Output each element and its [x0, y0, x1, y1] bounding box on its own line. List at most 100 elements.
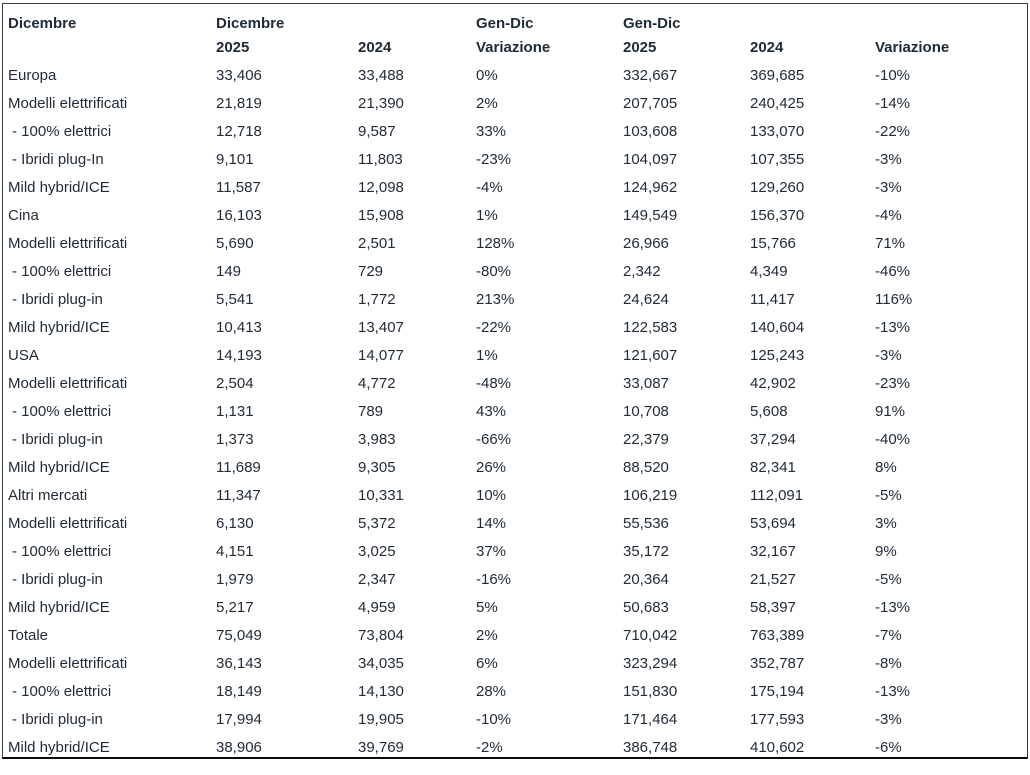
table-row: - Ibridi plug-in 17,994 19,905 -10% 171,464 1…	[3, 705, 1027, 733]
value-cell: 3,983	[358, 430, 396, 448]
table-row: - Ibridi plug-in 1,979 2,347 -16% 20,364 21,5…	[3, 565, 1027, 593]
table-row: USA 14,193 14,077 1% 121,607 125,243 -3%	[3, 341, 1027, 369]
table-row: Mild hybrid/ICE 11,689 9,305 26% 88,520 82,34…	[3, 453, 1027, 481]
value-cell: -48%	[476, 374, 512, 392]
value-cell: 386,748	[623, 738, 678, 756]
value-cell: 9,101	[216, 150, 254, 168]
row-label-cell: - 100% elettrici	[12, 402, 112, 420]
value-cell: -22%	[875, 122, 911, 140]
table-row: Europa 33,406 33,488 0% 332,667 369,685 -10%	[3, 61, 1027, 89]
value-cell: 116%	[875, 290, 913, 308]
row-label-cell: - 100% elettrici	[12, 542, 112, 560]
value-cell: 112,091	[750, 486, 804, 504]
value-cell: 1,373	[216, 430, 254, 448]
value-cell: 11,689	[216, 458, 261, 476]
table-row: Cina 16,103 15,908 1% 149,549 156,370 -4%	[3, 201, 1027, 229]
value-cell: 9,587	[358, 122, 396, 140]
value-cell: 58,397	[750, 598, 796, 616]
value-cell: 12,718	[216, 122, 262, 140]
value-cell: 0%	[476, 66, 498, 84]
value-cell: 18,149	[216, 682, 262, 700]
value-cell: -10%	[476, 710, 512, 728]
value-cell: 240,425	[750, 94, 805, 112]
value-cell: 5,541	[216, 290, 254, 308]
table-row: Modelli elettrificati 21,819 21,390 2% 207,7…	[3, 89, 1027, 117]
value-cell: 124,962	[623, 178, 678, 196]
header-row-year: 2025 2024 Variazione 2025 2024 Variazione	[3, 34, 1027, 61]
value-cell: 36,143	[216, 654, 262, 672]
value-cell: 3,025	[358, 542, 396, 560]
value-cell: 729	[358, 262, 384, 280]
value-cell: -3%	[875, 150, 902, 168]
table-body: Europa 33,406 33,488 0% 332,667 369,685 -10% Mo…	[3, 61, 1027, 757]
value-cell: 1%	[476, 206, 498, 224]
value-cell: 55,536	[623, 514, 669, 532]
row-label-cell: Mild hybrid/ICE	[8, 738, 110, 756]
value-cell: 4,959	[358, 598, 396, 616]
value-cell: -4%	[476, 178, 503, 196]
value-cell: 12,098	[358, 178, 404, 196]
value-cell: 11,417	[750, 290, 795, 308]
value-cell: 9%	[875, 542, 897, 560]
value-cell: -13%	[875, 318, 911, 336]
value-cell: 26,966	[623, 234, 669, 252]
table-row: - 100% elettrici 18,149 14,130 28% 151,830 17…	[3, 677, 1027, 705]
value-cell: -5%	[875, 486, 902, 504]
row-label-cell: Mild hybrid/ICE	[8, 318, 110, 336]
value-cell: 13,407	[358, 318, 404, 336]
value-cell: -13%	[875, 682, 911, 700]
value-cell: 35,172	[623, 542, 669, 560]
table-row: - 100% elettrici 4,151 3,025 37% 35,172 32,16…	[3, 537, 1027, 565]
value-cell: -13%	[875, 598, 911, 616]
row-label-cell: Modelli elettrificati	[8, 94, 128, 112]
value-cell: 2%	[476, 626, 498, 644]
value-cell: 410,602	[750, 738, 805, 756]
header-cell: Gen-Dic	[476, 15, 534, 32]
value-cell: 38,906	[216, 738, 262, 756]
value-cell: 2%	[476, 94, 498, 112]
value-cell: 39,769	[358, 738, 404, 756]
value-cell: 11,587	[216, 178, 261, 196]
table-row: - 100% elettrici 1,131 789 43% 10,708 5,608 91…	[3, 397, 1027, 425]
row-label-cell: - Ibridi plug-In	[12, 150, 104, 168]
value-cell: 140,604	[750, 318, 805, 336]
value-cell: 91%	[875, 402, 906, 420]
value-cell: 33,406	[216, 66, 262, 84]
table-row: Modelli elettrificati 2,504 4,772 -48% 33,08…	[3, 369, 1027, 397]
value-cell: 1%	[476, 346, 498, 364]
sales-table-container: Dicembre Dicembre Gen-Dic Gen-Dic 2025 2024 Va…	[2, 3, 1028, 759]
value-cell: 42,902	[750, 374, 796, 392]
value-cell: -16%	[476, 570, 512, 588]
row-label-cell: USA	[8, 346, 39, 364]
value-cell: 10,708	[623, 402, 669, 420]
row-label-cell: - 100% elettrici	[12, 122, 112, 140]
header-cell: 2025	[623, 39, 657, 56]
value-cell: 71%	[875, 234, 906, 252]
value-cell: 9,305	[358, 458, 396, 476]
value-cell: 5,690	[216, 234, 254, 252]
table-row: - Ibridi plug-In 9,101 11,803 -23% 104,097 10…	[3, 145, 1027, 173]
value-cell: 106,219	[623, 486, 678, 504]
value-cell: 21,527	[750, 570, 796, 588]
header-cell: Dicembre	[216, 15, 285, 32]
table-row: Altri mercati 11,347 10,331 10% 106,219 112,0…	[3, 481, 1027, 509]
value-cell: -8%	[875, 654, 902, 672]
value-cell: 1,979	[216, 570, 254, 588]
value-cell: 21,819	[216, 94, 262, 112]
value-cell: 28%	[476, 682, 507, 700]
value-cell: 151,830	[623, 682, 678, 700]
value-cell: 53,694	[750, 514, 796, 532]
value-cell: 4,151	[216, 542, 254, 560]
value-cell: 149,549	[623, 206, 678, 224]
value-cell: 4,772	[358, 374, 396, 392]
value-cell: 22,379	[623, 430, 669, 448]
value-cell: 789	[358, 402, 384, 420]
table-row: Modelli elettrificati 5,690 2,501 128% 26,96…	[3, 229, 1027, 257]
value-cell: -3%	[875, 178, 902, 196]
value-cell: 43%	[476, 402, 507, 420]
value-cell: -5%	[875, 570, 902, 588]
value-cell: 5%	[476, 598, 498, 616]
value-cell: 2,504	[216, 374, 254, 392]
table-row: Mild hybrid/ICE 5,217 4,959 5% 50,683 58,397 -…	[3, 593, 1027, 621]
